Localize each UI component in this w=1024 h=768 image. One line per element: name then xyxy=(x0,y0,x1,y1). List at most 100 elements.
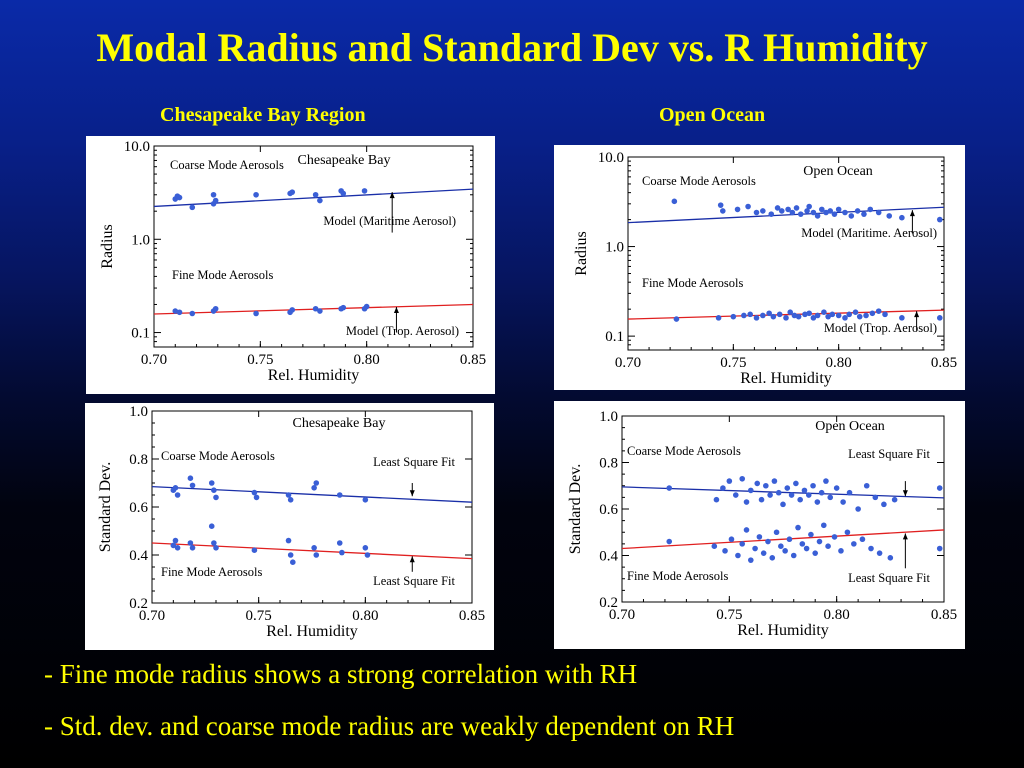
coarse-data-point xyxy=(881,501,887,508)
fine-data-point xyxy=(936,545,943,552)
fine-data-point xyxy=(869,310,876,317)
x-tick-label: 0.80 xyxy=(354,352,380,368)
fine-data-point xyxy=(747,311,753,318)
fine-data-point xyxy=(170,542,177,549)
coarse-data-point xyxy=(875,209,882,216)
y-tick-label: 0.8 xyxy=(599,456,618,472)
coarse-data-point xyxy=(806,203,812,210)
fine-data-point xyxy=(730,313,737,320)
coarse-data-point xyxy=(760,208,766,214)
fine-data-point xyxy=(743,527,750,533)
coarse-data-point xyxy=(758,496,765,503)
fine-data-point xyxy=(176,309,183,316)
y-axis-label: Radius xyxy=(99,224,116,268)
chart-radius-open-ocean: 0.70 0.75 0.80 0.85 10.0 1.0 0.1 Rel. Humidity R… xyxy=(554,145,965,390)
coarse-data-point xyxy=(846,489,853,496)
y-tick-label: 0.1 xyxy=(605,329,624,345)
fine-fit-line xyxy=(627,309,945,320)
fine-data-point xyxy=(748,557,754,563)
coarse-data-point xyxy=(174,492,181,498)
chart-annotation: Coarse Mode Aerosols xyxy=(642,174,756,188)
coarse-fit-line xyxy=(621,486,945,499)
coarse-data-point xyxy=(285,492,292,498)
fine-data-point xyxy=(364,552,371,558)
fine-data-point xyxy=(802,311,808,318)
annotation-arrowhead xyxy=(902,490,908,497)
fine-data-point xyxy=(820,522,827,529)
coarse-data-point xyxy=(754,480,761,487)
y-tick-label: 0.2 xyxy=(129,596,148,612)
fine-data-point xyxy=(213,545,219,551)
fine-data-point xyxy=(189,545,196,551)
coarse-data-point xyxy=(855,506,861,512)
coarse-data-point xyxy=(778,208,785,214)
fine-data-point xyxy=(317,308,323,314)
fine-data-point xyxy=(735,552,741,559)
chart-annotation: Coarse Mode Aerosols xyxy=(161,449,275,463)
fine-data-point xyxy=(311,545,317,551)
fine-data-point xyxy=(790,552,797,559)
y-tick-label: 10.0 xyxy=(598,150,624,166)
coarse-data-point xyxy=(745,203,751,210)
fine-data-point xyxy=(673,316,680,322)
chart-annotation: Fine Mode Aerosols xyxy=(161,565,263,579)
y-tick-label: 1.0 xyxy=(605,240,624,256)
fine-fit-line xyxy=(621,529,945,550)
coarse-data-point xyxy=(823,478,829,484)
chart-title: Open Ocean xyxy=(803,164,873,179)
annotation-arrowhead xyxy=(409,556,415,563)
coarse-data-point xyxy=(833,485,840,491)
fine-data-point xyxy=(752,545,758,552)
coarse-data-point xyxy=(804,208,810,214)
slide-title: Modal Radius and Standard Dev vs. R Humi… xyxy=(96,25,928,70)
fine-data-point xyxy=(936,315,943,321)
fine-data-point xyxy=(787,309,794,315)
chart-annotation: Least Square Fit xyxy=(373,455,455,469)
bullet-std-dev: - Std. dev. and coarse mode radius are w… xyxy=(44,711,735,741)
fine-data-point xyxy=(887,555,894,561)
coarse-data-point xyxy=(212,197,219,204)
y-tick-label: 0.1 xyxy=(131,326,150,342)
x-tick-label: 0.70 xyxy=(141,352,167,368)
x-tick-label: 0.80 xyxy=(826,355,852,371)
plot-frame xyxy=(627,156,945,351)
fine-data-point xyxy=(174,545,181,551)
fine-data-point xyxy=(863,312,869,319)
fine-fit-line xyxy=(151,542,473,560)
coarse-data-point xyxy=(886,213,893,219)
chart-title: Chesapeake Bay xyxy=(293,416,386,431)
coarse-data-point xyxy=(793,205,800,211)
coarse-data-point xyxy=(854,208,861,214)
y-axis-label: Standard Dev. xyxy=(567,464,584,555)
y-tick-label: 0.8 xyxy=(129,452,148,468)
coarse-data-point xyxy=(793,480,799,487)
x-tick-label: 0.85 xyxy=(460,352,486,368)
coarse-data-point xyxy=(732,492,739,498)
chart-title: Chesapeake Bay xyxy=(298,153,391,168)
coarse-data-point xyxy=(768,211,775,217)
chart-stddev-open-ocean: 0.70 0.75 0.80 0.85 1.0 0.8 0.6 0.4 0.2 Rel. Humi… xyxy=(554,401,965,649)
x-axis-label: Rel. Humidity xyxy=(268,367,360,384)
x-axis-label: Rel. Humidity xyxy=(266,623,358,640)
coarse-data-point xyxy=(891,496,898,503)
fine-data-point xyxy=(825,543,831,549)
fine-data-point xyxy=(882,311,888,318)
coarse-data-point xyxy=(867,206,874,213)
fine-data-point xyxy=(812,550,818,556)
fine-data-point xyxy=(189,310,196,317)
coarse-data-point xyxy=(936,485,943,491)
coarse-data-point xyxy=(671,198,678,205)
y-tick-label: 0.2 xyxy=(599,595,618,611)
fine-data-point xyxy=(851,541,857,547)
y-tick-label: 1.0 xyxy=(129,404,148,420)
coarse-data-point xyxy=(805,492,812,498)
coarse-data-point xyxy=(810,482,816,489)
coarse-data-point xyxy=(767,492,773,498)
chart-stddev-open-ocean-svg: 0.70 0.75 0.80 0.85 1.0 0.8 0.6 0.4 0.2 Rel. Humi… xyxy=(567,409,957,639)
fine-data-point xyxy=(799,541,806,547)
fine-data-point xyxy=(760,550,767,556)
coarse-data-point xyxy=(187,475,194,481)
fine-data-point xyxy=(289,307,296,313)
fine-data-point xyxy=(211,540,217,546)
fine-data-point xyxy=(741,312,747,319)
